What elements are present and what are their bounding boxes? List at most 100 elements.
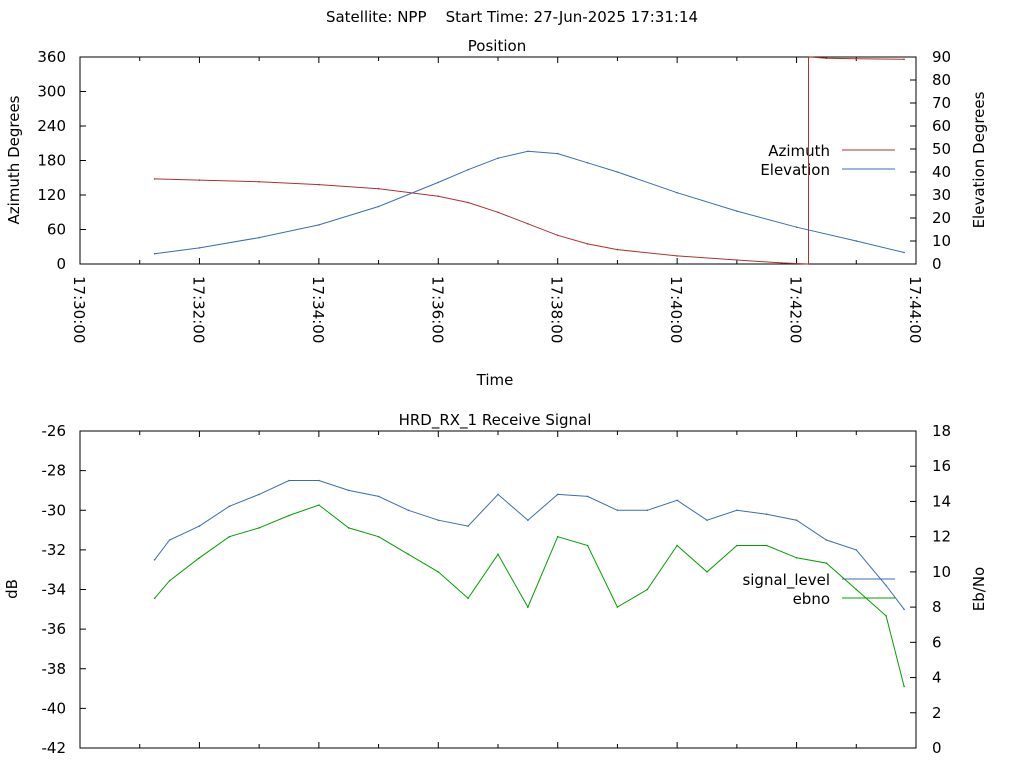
y-tick-label: -38	[42, 660, 67, 678]
data-point-ebno	[377, 535, 380, 538]
data-point-azimuth	[855, 57, 858, 60]
y-tick-label: 360	[37, 48, 66, 66]
data-point-elevation	[527, 150, 529, 153]
signal-chart: HRD_RX_1 Receive Signal dB Eb/No signal_…	[3, 411, 988, 757]
data-point-ebno	[153, 597, 156, 600]
position-y-label: Azimuth Degrees	[5, 95, 23, 224]
y-tick-label: -42	[42, 739, 67, 757]
data-point-elevation	[855, 240, 858, 242]
position-title: Position	[468, 37, 526, 55]
y-tick-label: -32	[42, 541, 67, 559]
signal-y-label: dB	[3, 579, 21, 599]
data-point-ebno	[855, 588, 858, 591]
data-point-signal-level	[527, 519, 529, 521]
data-point-azimuth	[736, 259, 738, 261]
data-point-ebno	[736, 544, 738, 547]
y-tick-label: 300	[37, 83, 66, 101]
data-point-ebno	[556, 535, 559, 538]
y-tick-label: 0	[56, 255, 66, 273]
legend-label-ebno: ebno	[793, 590, 830, 608]
y-tick-label: 120	[37, 186, 66, 204]
data-point-signal-level	[646, 509, 649, 512]
data-point-azimuth	[586, 243, 589, 245]
data-point-azimuth	[825, 57, 828, 59]
y2-tick-label: 80	[932, 71, 951, 89]
data-point-ebno	[288, 514, 290, 517]
data-point-elevation	[616, 171, 619, 173]
data-point-signal-level	[407, 509, 410, 512]
data-point-signal-level	[825, 539, 828, 541]
data-point-elevation	[676, 191, 678, 194]
y2-tick-label: 20	[932, 209, 951, 227]
data-point-ebno	[825, 562, 828, 564]
signal-plot-frame	[79, 430, 917, 749]
y-tick-label: -26	[42, 422, 67, 440]
signal-y2-label: Eb/No	[970, 567, 988, 611]
data-point-azimuth	[808, 56, 811, 58]
data-point-elevation	[497, 157, 499, 159]
y2-tick-label: 0	[932, 739, 942, 757]
position-chart: Position Azimuth Degrees Elevation Degre…	[5, 37, 988, 389]
legend-label-azimuth: Azimuth	[768, 142, 830, 160]
data-point-signal-level	[497, 493, 499, 496]
y2-tick-label: 60	[932, 117, 951, 135]
data-point-azimuth	[467, 201, 469, 204]
data-point-elevation	[258, 236, 260, 239]
y-tick-label: -40	[42, 699, 67, 717]
x-tick-label: 17:32:00	[189, 276, 207, 343]
position-legend: Azimuth Elevation	[760, 142, 895, 179]
x-tick-label: 17:36:00	[428, 276, 446, 343]
y2-tick-label: 4	[932, 669, 942, 687]
y2-tick-label: 90	[932, 48, 951, 66]
data-point-ebno	[676, 544, 678, 547]
x-tick-label: 17:34:00	[309, 276, 327, 343]
data-point-signal-level	[198, 525, 201, 527]
y2-tick-label: 30	[932, 186, 951, 204]
data-point-signal-level	[765, 513, 768, 515]
x-tick-label: 17:42:00	[787, 276, 805, 343]
data-point-ebno	[198, 557, 201, 559]
data-point-azimuth	[198, 179, 201, 181]
data-point-azimuth	[153, 178, 156, 180]
data-point-elevation	[736, 210, 738, 212]
data-point-azimuth	[807, 263, 810, 265]
data-point-signal-level	[288, 479, 290, 482]
data-point-ebno	[347, 527, 350, 529]
y-tick-label: -36	[42, 620, 67, 638]
y-tick-label: 240	[37, 117, 66, 135]
data-point-ebno	[527, 606, 529, 608]
x-tick-label: 17:40:00	[667, 276, 685, 343]
y2-tick-label: 10	[932, 232, 951, 250]
y2-tick-label: 8	[932, 598, 942, 616]
data-point-ebno	[646, 588, 649, 591]
data-point-azimuth	[437, 195, 440, 197]
series-line-azimuth	[154, 178, 809, 265]
data-point-elevation	[153, 252, 156, 255]
data-point-ebno	[616, 606, 619, 608]
data-point-signal-level	[168, 539, 171, 541]
data-point-azimuth	[780, 262, 783, 264]
data-point-elevation	[198, 247, 201, 249]
signal-legend: signal_level ebno	[742, 571, 895, 608]
y2-tick-label: 12	[932, 528, 951, 546]
signal-title: HRD_RX_1 Receive Signal	[399, 411, 592, 430]
data-point-signal-level	[903, 608, 905, 611]
data-point-ebno	[885, 615, 887, 617]
data-point-ebno	[706, 571, 708, 573]
data-point-azimuth	[258, 181, 260, 183]
y-tick-label: -34	[42, 581, 67, 599]
data-point-ebno	[168, 579, 171, 582]
y2-tick-label: 50	[932, 140, 951, 158]
data-point-azimuth	[676, 255, 678, 257]
series-line-azimuth	[809, 56, 905, 60]
data-point-elevation	[467, 168, 469, 171]
data-point-ebno	[497, 553, 499, 556]
y2-tick-label: 6	[932, 633, 942, 651]
data-point-ebno	[258, 527, 260, 529]
data-point-elevation	[795, 226, 798, 228]
y2-tick-label: 0	[932, 255, 942, 273]
legend-label-signal-level: signal_level	[742, 571, 830, 590]
y2-tick-label: 40	[932, 163, 951, 181]
data-point-signal-level	[437, 519, 440, 521]
